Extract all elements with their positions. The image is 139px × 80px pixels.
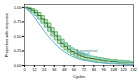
- svg-text:0.00: 0.00: [14, 63, 23, 68]
- svg-text:0: 0: [23, 67, 26, 72]
- svg-text:120: 120: [120, 67, 127, 72]
- svg-text:1.00: 1.00: [14, 5, 23, 10]
- svg-text:84: 84: [92, 67, 97, 72]
- svg-text:108: 108: [110, 67, 117, 72]
- svg-text:72: 72: [82, 67, 87, 72]
- svg-text:0.50: 0.50: [14, 34, 23, 39]
- svg-text:0.75: 0.75: [14, 19, 23, 24]
- svg-text:Cycles: Cycles: [73, 74, 85, 79]
- svg-text:0.25: 0.25: [14, 48, 23, 53]
- svg-text:60: 60: [72, 67, 77, 72]
- svg-text:24: 24: [42, 67, 47, 72]
- svg-text:Weibull: Weibull: [77, 51, 90, 56]
- svg-text:36: 36: [52, 67, 57, 72]
- svg-text:12: 12: [32, 67, 37, 72]
- svg-text:132: 132: [130, 67, 137, 72]
- svg-text:Exponential: Exponential: [76, 47, 98, 53]
- svg-text:Proportion with response: Proportion with response: [4, 12, 9, 57]
- svg-text:96: 96: [102, 67, 107, 72]
- svg-text:48: 48: [62, 67, 67, 72]
